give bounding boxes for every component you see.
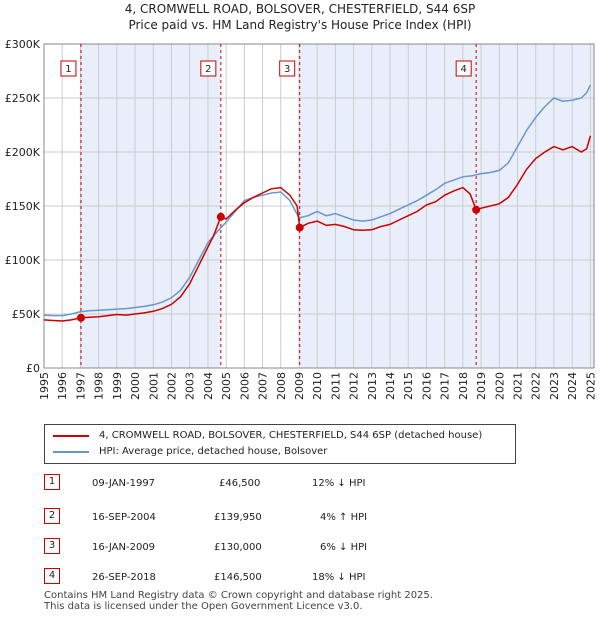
transaction-date: 09-JAN-1997 — [92, 478, 156, 489]
transaction-price: £46,500 — [219, 478, 261, 489]
y-tick-label: £300K — [5, 38, 41, 51]
x-tick-label: 2001 — [147, 372, 160, 400]
transaction-date: 26-SEP-2018 — [92, 572, 156, 583]
transaction-hpi: 18% ↓ HPI — [312, 572, 366, 583]
x-tick-label: 2017 — [439, 372, 452, 400]
x-tick-label: 2020 — [493, 372, 506, 400]
chart-subtitle: Price paid vs. HM Land Registry's House … — [128, 18, 472, 32]
x-tick-label: 1997 — [74, 372, 87, 400]
legend-label-price: 4, CROMWELL ROAD, BOLSOVER, CHESTERFIELD… — [99, 430, 483, 441]
transaction-price: £146,500 — [214, 572, 262, 583]
sale-label-box — [279, 60, 296, 77]
x-tick-label: 2025 — [584, 372, 597, 400]
legend-item-hpi: HPI: Average price, detached house, Bols… — [53, 446, 327, 457]
x-tick-label: 2003 — [184, 372, 197, 400]
transaction-badge: 4 — [44, 568, 60, 584]
chart-title: 4, CROMWELL ROAD, BOLSOVER, CHESTERFIELD… — [124, 2, 476, 16]
transaction-badge: 2 — [44, 508, 60, 524]
sale-point — [295, 223, 304, 232]
x-tick-label: 2019 — [475, 372, 488, 400]
sale-label: 3 — [284, 64, 290, 75]
transaction-price: £139,950 — [214, 512, 262, 523]
transaction-badge: 3 — [44, 538, 60, 554]
x-tick-label: 1996 — [56, 372, 69, 400]
transaction-badge: 1 — [44, 474, 60, 490]
table-row: 4 26-SEP-2018 £146,500 18% ↓ HPI — [44, 568, 444, 588]
x-tick-label: 2016 — [420, 372, 433, 400]
transaction-hpi: 4% ↑ HPI — [320, 512, 368, 523]
hpi-line — [43, 84, 592, 317]
x-tick-label: 2009 — [293, 372, 306, 400]
x-tick-label: 2006 — [238, 372, 251, 400]
x-tick-label: 2018 — [457, 372, 470, 400]
x-tick-label: 2015 — [402, 372, 415, 400]
x-tick-label: 2023 — [548, 372, 561, 400]
legend-swatch-hpi — [53, 450, 89, 453]
x-tick-label: 1995 — [38, 372, 51, 400]
sale-label-box — [455, 60, 472, 77]
sale-point — [472, 205, 481, 214]
sale-point — [76, 313, 85, 322]
x-tick-label: 2012 — [348, 372, 361, 400]
transaction-hpi: 12% ↓ HPI — [312, 478, 366, 489]
table-row: 3 16-JAN-2009 £130,000 6% ↓ HPI — [44, 538, 444, 558]
transaction-hpi: 6% ↓ HPI — [320, 542, 368, 553]
table-row: 2 16-SEP-2004 £139,950 4% ↑ HPI — [44, 508, 444, 528]
y-tick-label: £250K — [5, 92, 41, 105]
footer: Contains HM Land Registry data © Crown c… — [44, 590, 433, 612]
transaction-date: 16-JAN-2009 — [92, 542, 156, 553]
y-tick-label: £0 — [26, 362, 40, 375]
transaction-price: £130,000 — [214, 542, 262, 553]
plot-frame — [43, 43, 595, 369]
x-tick-label: 2008 — [275, 372, 288, 400]
footer-copyright: Contains HM Land Registry data © Crown c… — [44, 590, 433, 601]
sale-point — [216, 212, 225, 221]
sale-label: 1 — [65, 64, 71, 75]
footer-licence: This data is licensed under the Open Gov… — [44, 601, 363, 612]
y-tick-label: £100K — [5, 254, 41, 267]
sale-label: 2 — [205, 64, 211, 75]
legend-label-hpi: HPI: Average price, detached house, Bols… — [99, 446, 328, 457]
x-tick-label: 1998 — [93, 372, 106, 400]
price-paid-line — [43, 135, 592, 322]
sale-label-box — [60, 60, 77, 77]
x-tick-label: 2004 — [202, 372, 215, 400]
sale-label-box — [200, 60, 217, 77]
legend-swatch-price — [53, 434, 89, 437]
legend: 4, CROMWELL ROAD, BOLSOVER, CHESTERFIELD… — [44, 424, 516, 464]
transaction-date: 16-SEP-2004 — [92, 512, 156, 523]
x-tick-label: 2022 — [530, 372, 543, 400]
x-tick-label: 2011 — [329, 372, 342, 400]
y-tick-label: £50K — [12, 308, 41, 321]
x-tick-label: 2007 — [257, 372, 270, 400]
price-chart: £0 £50K £100K £150K £200K £250K £300K 1995 1996 1… — [5, 38, 598, 400]
table-row: 1 09-JAN-1997 £46,500 12% ↓ HPI — [44, 474, 444, 494]
y-tick-label: £150K — [5, 200, 41, 213]
x-tick-label: 2014 — [384, 372, 397, 400]
legend-item-price: 4, CROMWELL ROAD, BOLSOVER, CHESTERFIELD… — [53, 430, 482, 441]
x-tick-label: 2005 — [220, 372, 233, 400]
x-tick-label: 2002 — [165, 372, 178, 400]
x-tick-label: 2024 — [566, 372, 579, 400]
x-tick-label: 2010 — [311, 372, 324, 400]
x-tick-label: 2021 — [512, 372, 525, 400]
x-tick-label: 1999 — [111, 372, 124, 400]
sale-label: 4 — [460, 64, 466, 75]
y-tick-label: £200K — [5, 146, 41, 159]
x-tick-label: 2013 — [366, 372, 379, 400]
x-tick-label: 2000 — [129, 372, 142, 400]
